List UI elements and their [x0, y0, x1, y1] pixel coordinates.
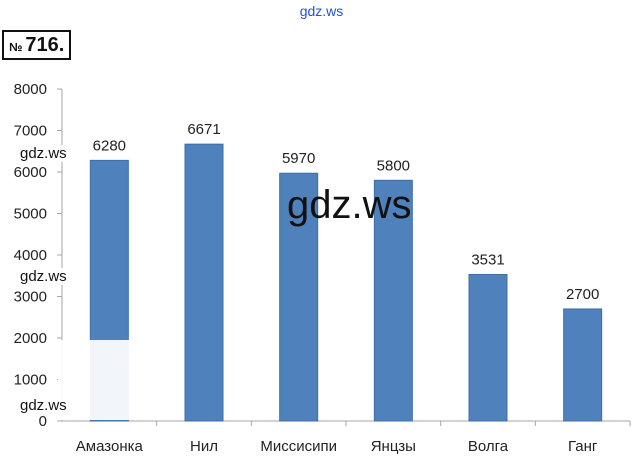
x-tick-label: Миссисипи — [260, 438, 337, 455]
y-tick-label: 8000 — [14, 81, 47, 98]
bar — [468, 273, 508, 422]
erased-region — [58, 340, 176, 420]
y-tick-label: 7000 — [14, 123, 47, 140]
x-tick-label: Амазонка — [76, 438, 144, 455]
data-label: 6280 — [93, 137, 126, 154]
x-tick-label: Волга — [468, 438, 509, 455]
data-label: 3531 — [471, 251, 504, 268]
x-tick-label: Ганг — [568, 438, 598, 455]
y-tick-label: 5000 — [14, 206, 47, 223]
watermark-left-2: gdz.ws — [19, 268, 68, 285]
y-tick-label: 1000 — [14, 372, 47, 389]
chart-labels: 6280 Амазонка 6671 Нил 5970 Миссисипи 5800 Янцз… — [76, 121, 600, 455]
data-label: 5970 — [282, 150, 315, 167]
data-label: 2700 — [566, 286, 599, 303]
y-tick-label: 6000 — [14, 164, 47, 181]
y-tick-label: 2000 — [14, 330, 47, 347]
data-label: 5800 — [377, 157, 410, 174]
y-tick-label: 3000 — [14, 289, 47, 306]
x-tick-label: Нил — [190, 438, 218, 455]
x-tick-label: Янцзы — [371, 438, 416, 455]
data-label: 6671 — [187, 121, 220, 138]
bar — [184, 143, 224, 422]
watermark-left-1: gdz.ws — [19, 145, 68, 162]
watermark-left-3: gdz.ws — [19, 397, 68, 414]
bar — [279, 172, 319, 422]
bar — [373, 179, 413, 422]
bar — [563, 308, 603, 422]
watermark-top: gdz.ws — [299, 3, 344, 19]
y-tick-label: 4000 — [14, 247, 47, 264]
watermark-center: gdz.ws — [287, 183, 412, 227]
problem-number-box: № 716. — [2, 30, 72, 60]
y-tick-label: 0 — [39, 413, 47, 430]
problem-number-sign: № — [9, 40, 23, 54]
problem-number: 716. — [25, 34, 65, 56]
